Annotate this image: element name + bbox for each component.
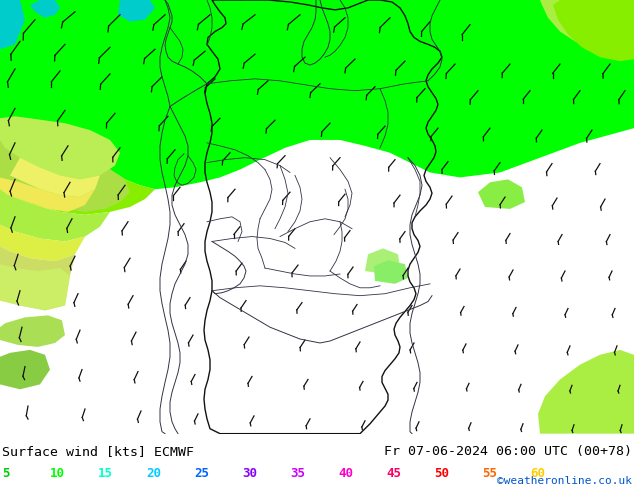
- Polygon shape: [0, 177, 95, 212]
- Polygon shape: [0, 316, 65, 347]
- Polygon shape: [118, 0, 155, 22]
- Text: Fr 07-06-2024 06:00 UTC (00+78): Fr 07-06-2024 06:00 UTC (00+78): [384, 445, 632, 458]
- Polygon shape: [30, 0, 60, 18]
- Text: 10: 10: [50, 467, 65, 480]
- Polygon shape: [374, 260, 408, 284]
- Polygon shape: [365, 248, 400, 274]
- Text: ©weatheronline.co.uk: ©weatheronline.co.uk: [497, 476, 632, 486]
- Polygon shape: [0, 350, 50, 389]
- Polygon shape: [0, 0, 25, 49]
- Polygon shape: [478, 179, 525, 209]
- Polygon shape: [430, 0, 545, 54]
- Polygon shape: [572, 0, 634, 45]
- Polygon shape: [538, 350, 634, 434]
- Polygon shape: [10, 158, 100, 197]
- Text: 25: 25: [194, 467, 209, 480]
- Text: 60: 60: [530, 467, 545, 480]
- Polygon shape: [0, 266, 70, 311]
- Text: 15: 15: [98, 467, 113, 480]
- Polygon shape: [0, 0, 5, 10]
- Text: Surface wind [kts] ECMWF: Surface wind [kts] ECMWF: [2, 445, 194, 458]
- Polygon shape: [0, 133, 130, 212]
- Text: 35: 35: [290, 467, 305, 480]
- Polygon shape: [0, 116, 120, 179]
- Text: 45: 45: [386, 467, 401, 480]
- Text: 5: 5: [2, 467, 10, 480]
- Polygon shape: [0, 264, 70, 311]
- Polygon shape: [0, 0, 634, 189]
- Text: 20: 20: [146, 467, 161, 480]
- Polygon shape: [0, 133, 155, 215]
- Polygon shape: [553, 0, 634, 61]
- Text: 30: 30: [242, 467, 257, 480]
- Polygon shape: [0, 225, 85, 261]
- Text: 50: 50: [434, 467, 449, 480]
- Polygon shape: [0, 189, 110, 242]
- Polygon shape: [540, 0, 625, 45]
- Text: 40: 40: [338, 467, 353, 480]
- Polygon shape: [0, 246, 75, 281]
- Text: 55: 55: [482, 467, 497, 480]
